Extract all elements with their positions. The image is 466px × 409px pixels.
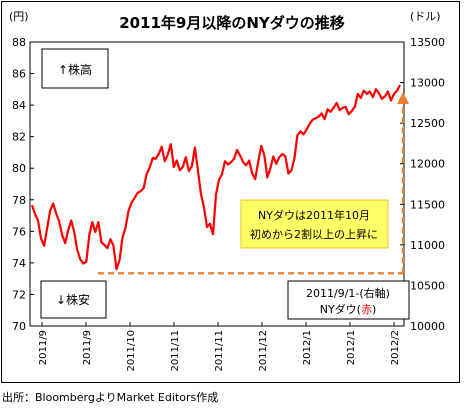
- callout-box: [240, 199, 389, 249]
- chart-title: 2011年9月以降のNYダウの推移: [119, 14, 345, 32]
- right-tick-label: 10000: [410, 320, 445, 333]
- left-tick-label: 86: [12, 68, 26, 81]
- x-tick-label: 2011/11: [214, 330, 225, 372]
- right-tick-label: 13000: [410, 77, 445, 90]
- x-tick-label: 2011/10: [126, 330, 137, 372]
- left-tick-label: 82: [12, 131, 26, 144]
- baseline-label-red: 赤: [361, 303, 372, 316]
- baseline-label-box: [287, 280, 410, 320]
- x-tick-label: 2011/9: [82, 330, 93, 365]
- baseline-label-line1: 2011/9/1-(右軸): [306, 286, 390, 300]
- left-tick-label: 74: [12, 257, 26, 270]
- down-label-box: [40, 280, 107, 319]
- nydow-line: [30, 84, 401, 271]
- down-label: ↓株安: [56, 292, 90, 307]
- x-tick-label: 2012/2: [390, 330, 401, 365]
- x-tick-label: 2012/1: [302, 330, 313, 365]
- left-tick-label: 78: [12, 194, 26, 207]
- baseline-label-line2: NYダウ(赤): [320, 302, 377, 316]
- series-layer: [30, 84, 409, 275]
- right-tick-label: 13500: [410, 36, 445, 49]
- up-label-box: [41, 48, 109, 89]
- source-note: 出所：BloombergよりMarket Editors作成: [2, 391, 219, 404]
- x-tick-label: 2012/1: [346, 330, 357, 365]
- up-label: ↑株高: [58, 62, 92, 77]
- right-axis-unit: (ドル): [410, 10, 441, 23]
- axes-layer: 70 72 74 76 78 80 82 84 86 88 10000 10500 11000 11500…: [12, 36, 445, 372]
- baseline-label-prefix: NYダウ(: [320, 302, 361, 316]
- left-tick-label: 72: [12, 288, 26, 301]
- right-tick-label: 12000: [410, 158, 445, 171]
- right-tick-label: 11500: [410, 198, 445, 211]
- left-tick-label: 76: [12, 225, 26, 238]
- baseline-label-suffix: ): [372, 303, 376, 316]
- callout-line1: NYダウは2011年10月: [258, 208, 370, 222]
- chart-frame: [1, 1, 460, 383]
- right-tick-label: 12500: [410, 117, 445, 130]
- left-tick-label: 84: [12, 99, 26, 112]
- x-tick-label: 2011/12: [258, 330, 269, 372]
- left-tick-label: 70: [12, 320, 26, 333]
- left-axis-unit: (円): [9, 10, 29, 23]
- x-tick-label: 2011/11: [170, 330, 181, 372]
- left-tick-label: 80: [12, 162, 26, 175]
- callout-line2: 初めから2割以上の上昇に: [250, 227, 378, 241]
- rise-arrowhead: [397, 92, 409, 104]
- right-tick-label: 10500: [410, 279, 445, 292]
- x-tick-label: 2011/9: [38, 330, 49, 365]
- plot-area-border: [29, 41, 405, 327]
- right-tick-label: 11000: [410, 239, 445, 252]
- left-tick-label: 88: [12, 36, 26, 49]
